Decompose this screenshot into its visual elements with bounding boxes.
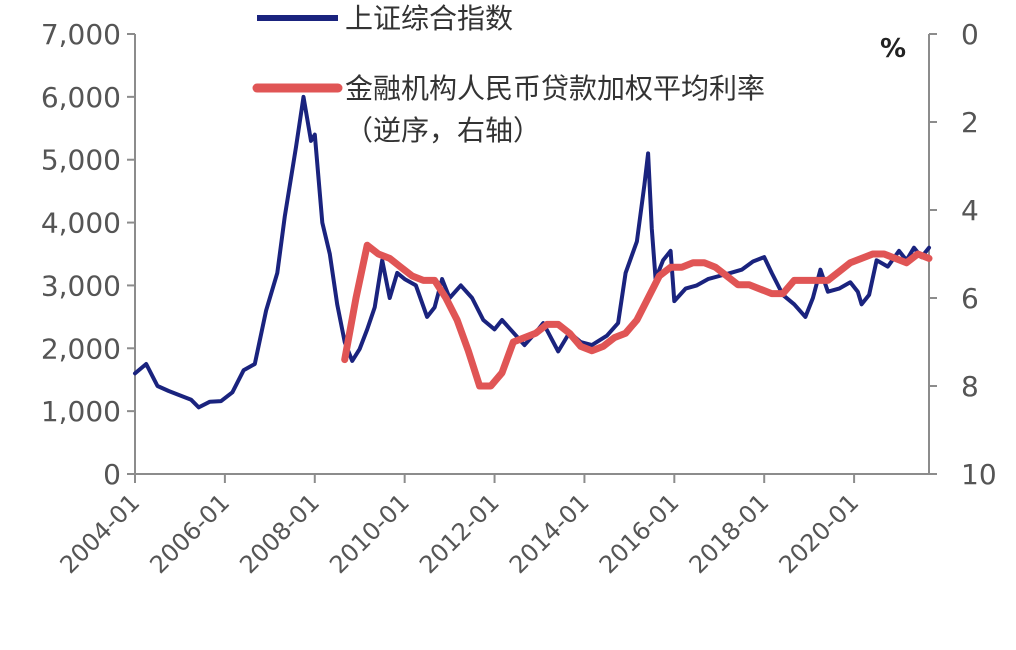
- left-y-tick-label: 1,000: [41, 395, 121, 428]
- x-tick-label: 2012-01: [414, 488, 505, 579]
- series-layer: [133, 94, 933, 410]
- x-tick-label: 2016-01: [594, 488, 685, 579]
- left-y-tick-label: 0: [103, 458, 121, 491]
- right-y-tick-label: 0: [961, 18, 979, 51]
- right-y-tick-label: 10: [961, 458, 997, 491]
- left-y-ticks: 0 1,000 2,000 3,000 4,000 5,000 6,000 7,000: [41, 18, 135, 491]
- x-tick-label: 2018-01: [684, 488, 775, 579]
- left-y-tick-label: 7,000: [41, 18, 121, 51]
- x-tick-label: 2014-01: [504, 488, 595, 579]
- right-axis-unit: %: [880, 34, 906, 64]
- legend: 上证综合指数 金融机构人民币贷款加权平均利率 （逆序，右轴）: [252, 2, 765, 147]
- right-y-tick-label: 4: [961, 194, 979, 227]
- x-tick-label: 2020-01: [774, 488, 865, 579]
- left-y-tick-label: 3,000: [41, 269, 121, 302]
- right-y-tick-label: 8: [961, 370, 979, 403]
- left-y-tick-label: 5,000: [41, 144, 121, 177]
- x-tick-label: 2004-01: [55, 488, 146, 579]
- x-ticks: 2004-01 2006-01 2008-01 2010-01 2012-01 2014-…: [55, 474, 865, 579]
- series-line-loan-rate: [341, 241, 933, 390]
- legend-label-shanghai-index: 上证综合指数: [345, 2, 513, 35]
- legend-label-loan-rate-note: （逆序，右轴）: [345, 114, 541, 147]
- x-tick-label: 2008-01: [234, 488, 325, 579]
- left-y-tick-label: 6,000: [41, 81, 121, 114]
- x-tick-label: 2010-01: [324, 488, 415, 579]
- axes: [134, 34, 930, 475]
- legend-label-loan-rate: 金融机构人民币贷款加权平均利率: [345, 72, 765, 105]
- left-y-tick-label: 2,000: [41, 332, 121, 365]
- right-y-ticks: 0 2 4 6 8 10: [929, 18, 997, 491]
- x-tick-label: 2006-01: [144, 488, 235, 579]
- right-y-tick-label: 6: [961, 282, 979, 315]
- right-y-tick-label: 2: [961, 106, 979, 139]
- left-y-tick-label: 4,000: [41, 207, 121, 240]
